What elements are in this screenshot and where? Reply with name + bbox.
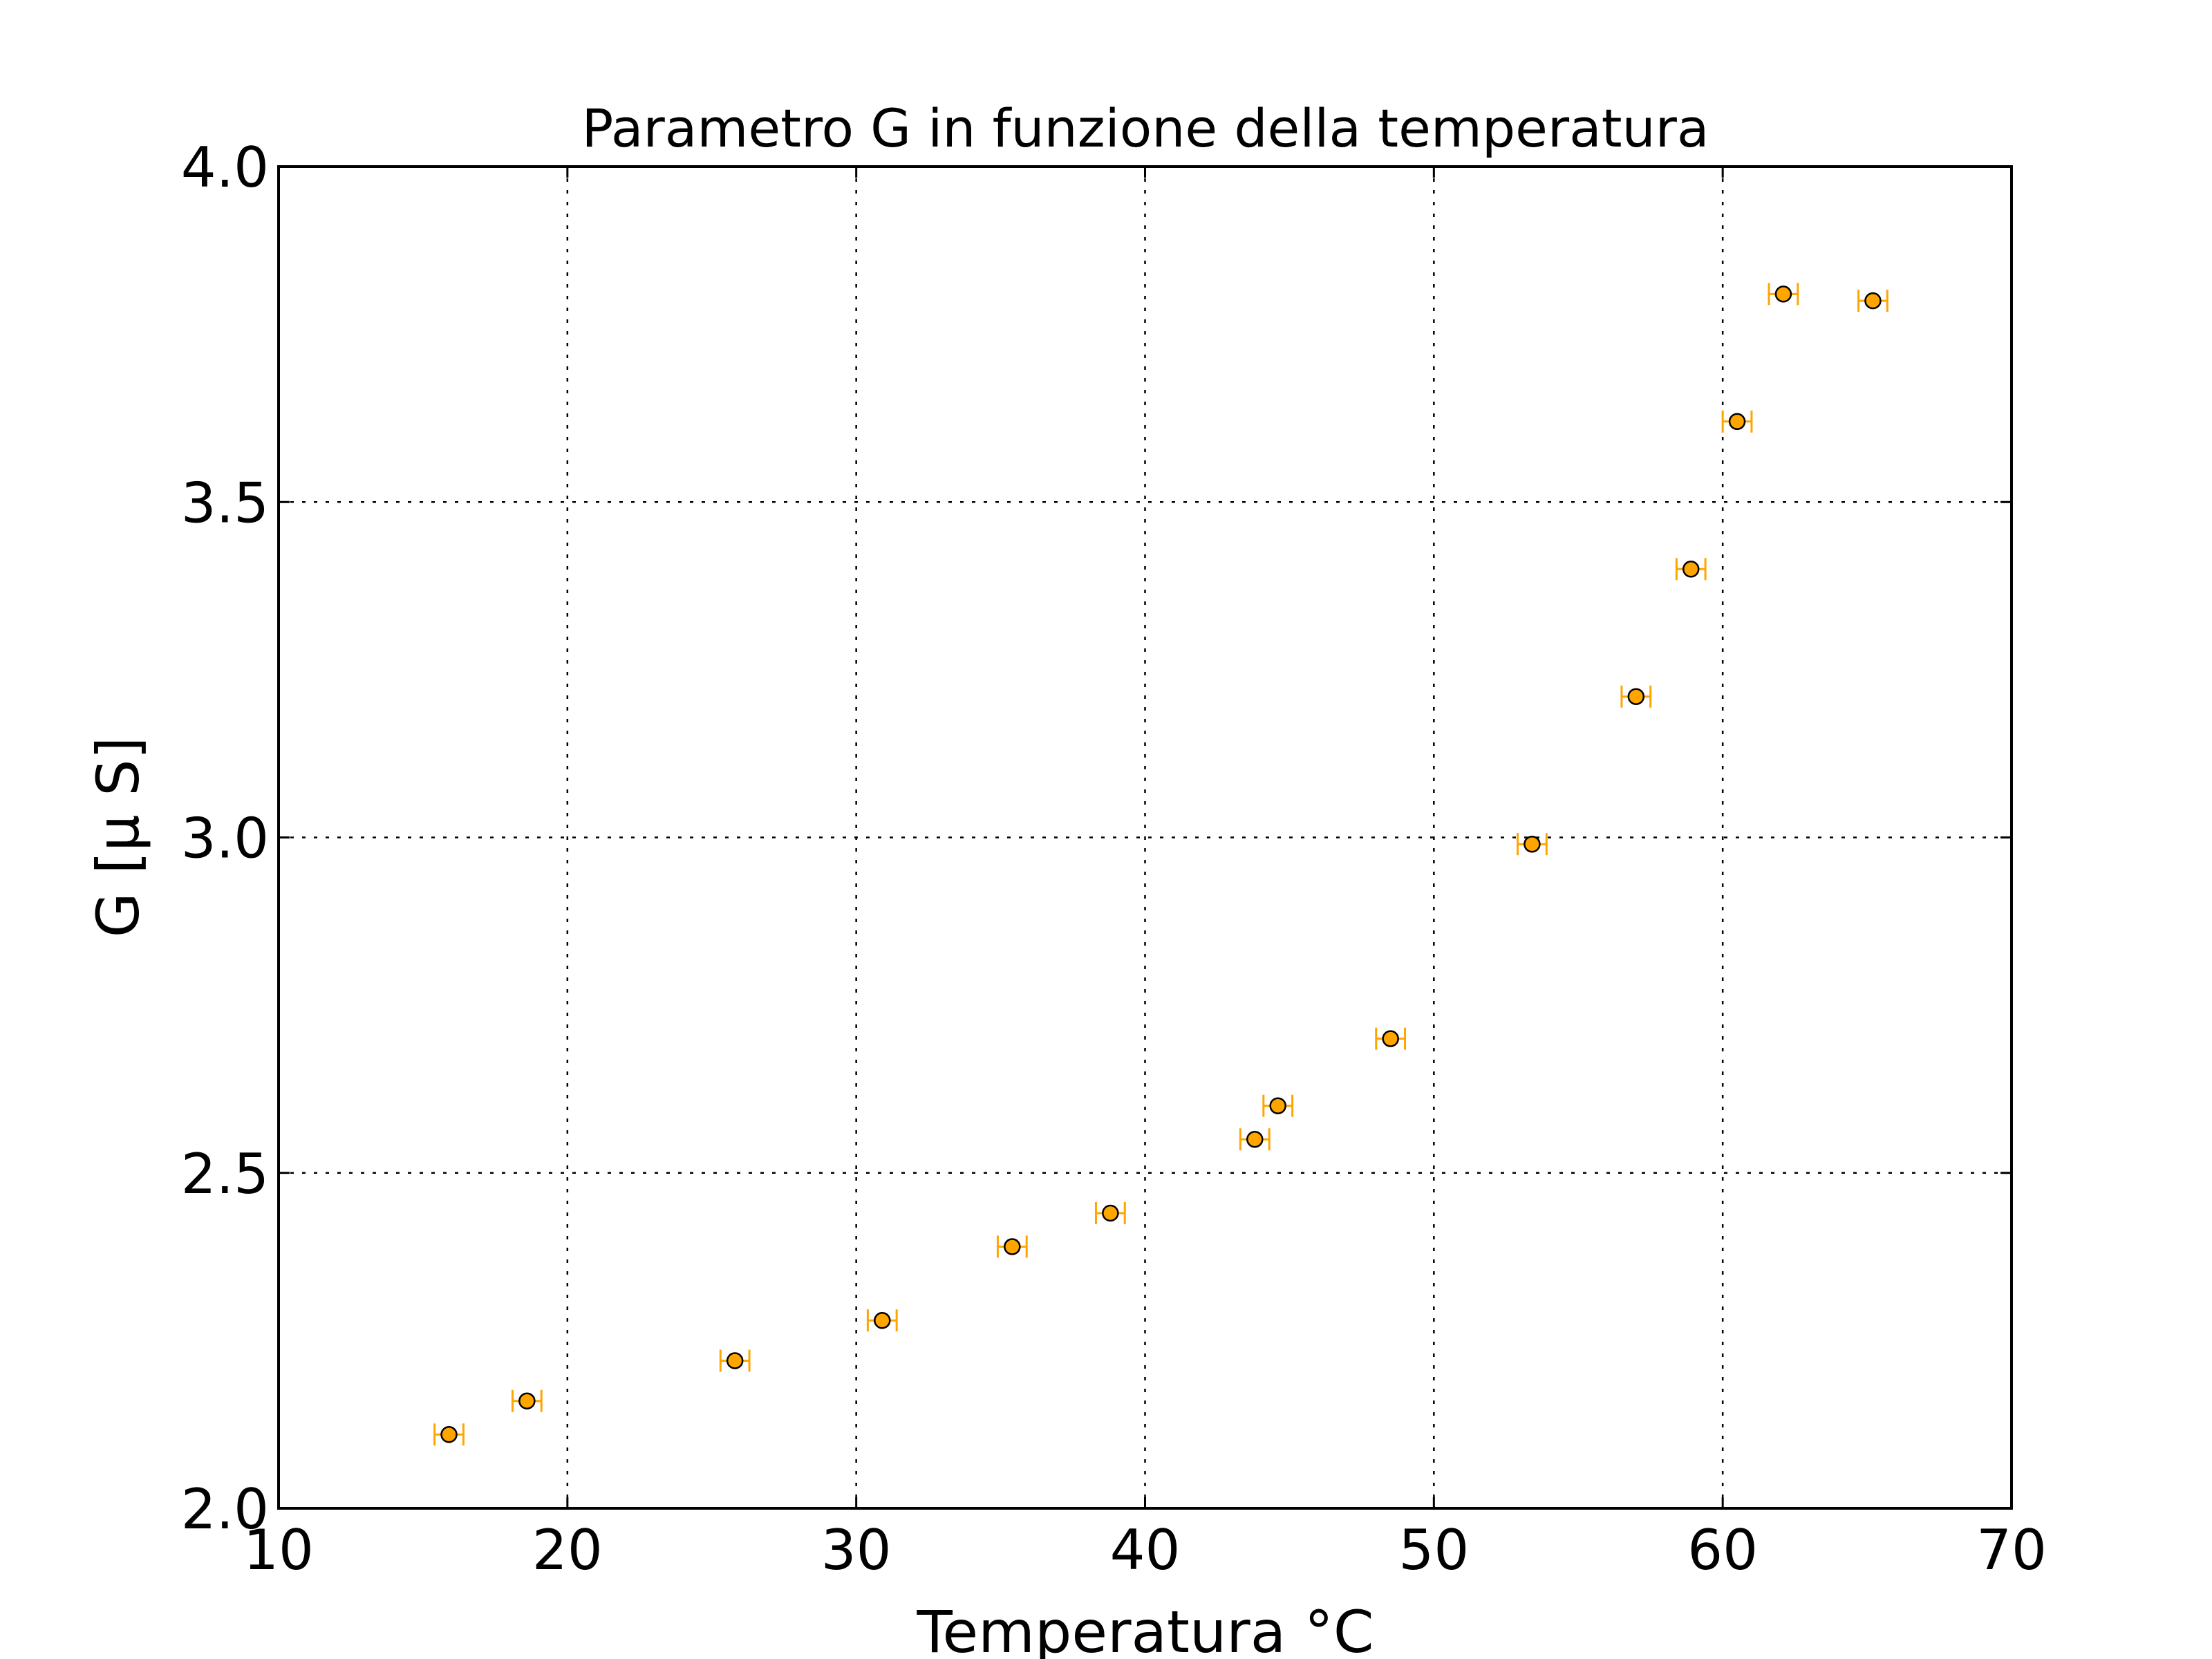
data-point — [1675, 558, 1707, 581]
point-marker — [874, 1312, 891, 1329]
data-point — [1239, 1128, 1271, 1151]
data-point — [996, 1235, 1028, 1258]
x-tick-label: 30 — [821, 1518, 892, 1582]
data-point — [1721, 410, 1753, 433]
y-tick-label: 2.5 — [181, 1142, 269, 1206]
data-point — [866, 1309, 898, 1332]
axis-ticks: 10 20 30 40 50 60 70 2.0 2.5 3.0 3.5 4.0 — [181, 135, 2047, 1582]
y-tick-label: 2.0 — [181, 1477, 269, 1541]
point-marker — [1682, 561, 1700, 578]
data-points — [433, 283, 1888, 1446]
point-marker — [1246, 1130, 1264, 1148]
data-point — [511, 1389, 543, 1412]
point-marker — [518, 1392, 536, 1409]
data-point — [719, 1349, 751, 1372]
x-tick-label: 60 — [1687, 1518, 1758, 1582]
data-point — [1094, 1201, 1126, 1224]
x-tick-label: 10 — [243, 1518, 314, 1582]
data-point — [1620, 685, 1652, 708]
point-marker — [726, 1352, 744, 1369]
point-marker — [1627, 688, 1645, 705]
x-tick-label: 50 — [1398, 1518, 1469, 1582]
data-point — [1517, 833, 1548, 856]
data-point — [1768, 283, 1799, 306]
data-point — [1375, 1027, 1407, 1050]
x-tick-label: 40 — [1110, 1518, 1181, 1582]
data-point — [1262, 1094, 1294, 1117]
y-tick-label: 4.0 — [181, 135, 269, 200]
x-axis-title: Temperatura °C — [916, 1598, 1374, 1659]
chart-title: Parametro G in funzione della temperatur… — [582, 97, 1709, 159]
point-marker — [1728, 413, 1746, 431]
point-marker — [1102, 1204, 1119, 1222]
data-point — [433, 1423, 465, 1446]
y-tick-label: 3.5 — [181, 471, 269, 535]
point-marker — [1382, 1030, 1399, 1047]
grid-lines — [279, 167, 2012, 1508]
point-marker — [1269, 1097, 1286, 1114]
point-marker — [1864, 292, 1882, 310]
point-marker — [440, 1425, 458, 1443]
point-marker — [1524, 835, 1541, 853]
x-tick-label: 20 — [532, 1518, 603, 1582]
x-tick-label: 70 — [1976, 1518, 2047, 1582]
point-marker — [1774, 285, 1792, 303]
point-marker — [1004, 1238, 1021, 1255]
y-tick-label: 3.0 — [181, 807, 269, 871]
data-point — [1857, 290, 1888, 312]
y-axis-title: G [μ S] — [84, 737, 152, 938]
